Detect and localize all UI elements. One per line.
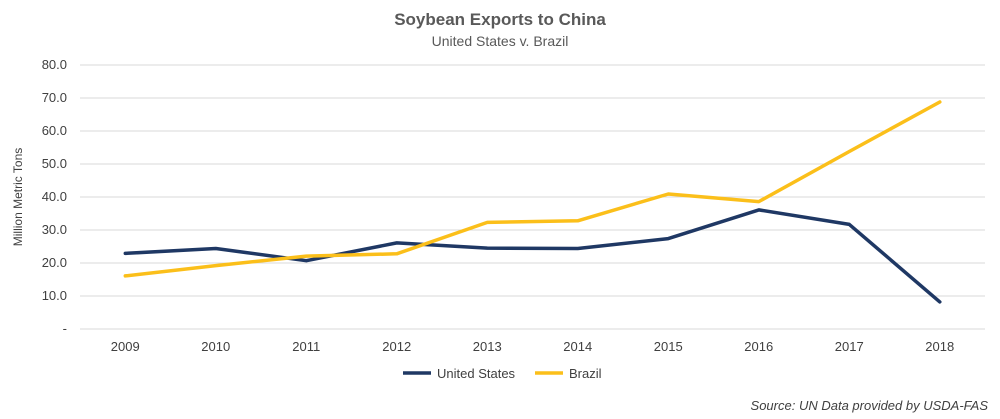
y-tick-label: 60.0	[42, 123, 67, 138]
legend-label: United States	[437, 366, 516, 381]
x-tick-label: 2010	[201, 339, 230, 354]
legend-label: Brazil	[569, 366, 602, 381]
series-line-united-states	[123, 208, 942, 304]
legend: United States Brazil	[403, 366, 602, 381]
y-axis-ticks: - 10.0 20.0 30.0 40.0 50.0 60.0 70.0 80.0	[42, 57, 67, 336]
series-line-brazil	[123, 100, 942, 278]
y-tick-label: 70.0	[42, 90, 67, 105]
y-tick-label: -	[63, 321, 67, 336]
y-tick-label: 10.0	[42, 288, 67, 303]
x-tick-label: 2013	[473, 339, 502, 354]
y-tick-label: 80.0	[42, 57, 67, 72]
y-axis-label: Million Metric Tons	[11, 148, 25, 246]
x-tick-label: 2014	[563, 339, 592, 354]
x-tick-label: 2016	[744, 339, 773, 354]
x-tick-label: 2012	[382, 339, 411, 354]
y-tick-label: 30.0	[42, 222, 67, 237]
gridlines	[80, 64, 985, 330]
x-tick-label: 2011	[292, 339, 320, 354]
chart-title: Soybean Exports to China	[394, 10, 606, 29]
y-tick-label: 20.0	[42, 255, 67, 270]
y-tick-label: 40.0	[42, 189, 67, 204]
y-tick-label: 50.0	[42, 156, 67, 171]
x-axis-ticks: 2009 2010 2011 2012 2013 2014 2015 2016 2017 2018	[111, 339, 954, 354]
x-tick-label: 2015	[654, 339, 683, 354]
x-tick-label: 2009	[111, 339, 140, 354]
x-tick-label: 2017	[835, 339, 864, 354]
source-note: Source: UN Data provided by USDA-FAS	[751, 398, 989, 413]
chart-subtitle: United States v. Brazil	[432, 33, 569, 49]
x-tick-label: 2018	[925, 339, 954, 354]
series-lines	[123, 100, 942, 304]
